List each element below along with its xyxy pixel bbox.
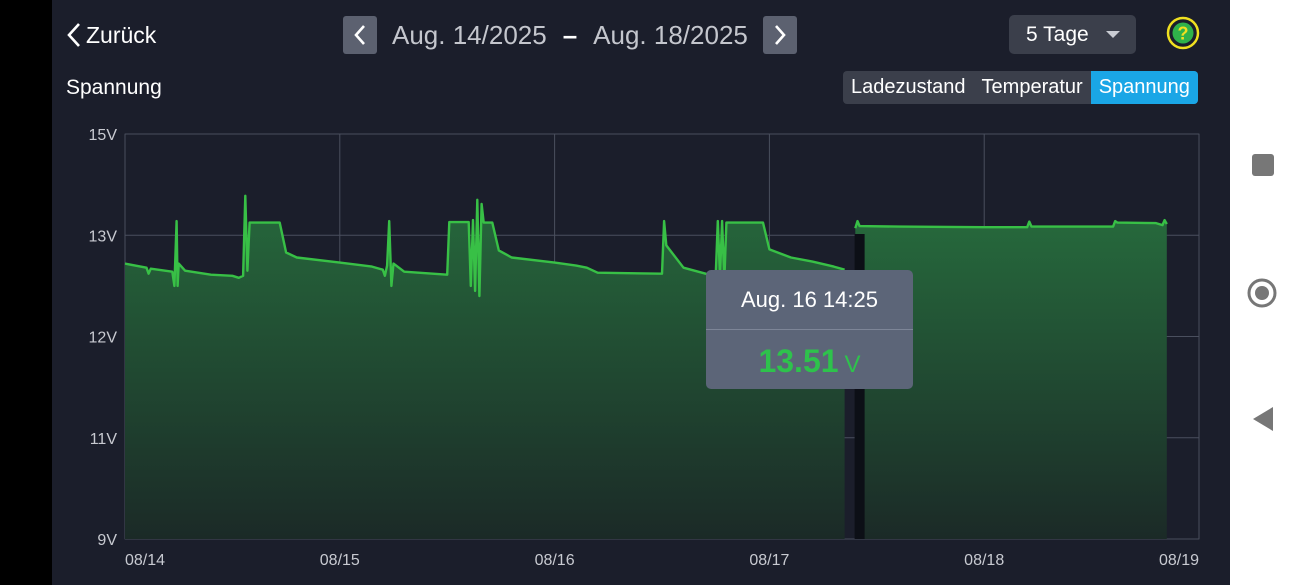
system-nav-bar [1230,0,1300,585]
y-tick-label: 11V [90,431,118,448]
x-tick-label: 08/18 [964,552,1004,569]
recents-icon[interactable] [1251,153,1275,177]
x-tick-label: 08/14 [125,552,165,569]
help-button[interactable]: ? [1166,16,1200,55]
next-period-button[interactable] [762,16,797,54]
tooltip-unit: V [844,351,861,378]
back-label: Zurück [86,21,157,48]
y-tick-label: 12V [89,330,118,347]
prev-period-button[interactable] [343,16,377,54]
chart-tooltip: Aug. 16 14:25 13.51 V [706,270,913,389]
series-line-segment [124,194,845,298]
chart-title: Spannung [66,76,162,99]
chevron-left-icon [354,25,365,45]
x-tick-label: 08/19 [1159,552,1199,569]
series-line-segment [854,218,1168,229]
help-glyph: ? [1178,24,1189,44]
date-range-bar: Aug. 14/2025 – Aug. 18/2025 [343,16,797,54]
period-dropdown[interactable]: 5 Tage [1009,15,1136,54]
x-tick-label: 08/17 [749,552,789,569]
period-dropdown-value: 5 Tage [1026,22,1089,46]
back-button[interactable]: Zurück [66,18,156,52]
back-nav-icon[interactable] [1251,405,1275,433]
app-screen: Zurück Aug. 14/2025 – Aug. 18/2025 5 Tag… [52,0,1230,585]
tooltip-value: 13.51 [758,343,839,379]
tab-temperatur[interactable]: Temperatur [981,76,1083,98]
x-tick-label: 08/15 [320,552,360,569]
chevron-left-icon [67,23,80,47]
y-tick-label: 13V [89,228,118,245]
home-icon[interactable] [1247,278,1277,308]
y-tick-label: 15V [89,127,118,144]
metric-tabs: Ladezustand Temperatur Spannung [843,71,1198,104]
tab-ladezustand[interactable]: Ladezustand [851,76,966,98]
tooltip-value-row: 13.51 V [706,330,913,380]
caret-down-icon [1106,31,1120,38]
chevron-right-icon [774,25,786,45]
series-area-segment [125,195,845,540]
tooltip-time: Aug. 16 14:25 [706,270,913,330]
date-start: Aug. 14/2025 [392,19,547,50]
series-area-segment [855,220,1167,539]
date-separator: – [562,19,578,50]
date-end: Aug. 18/2025 [593,19,748,50]
tab-spannung[interactable]: Spannung [1090,71,1198,104]
voltage-chart[interactable]: 9V 11V 12V 13V 15V 08/14 08/15 08/16 08/17 08/18… [52,0,1230,585]
help-icon: ? [1166,16,1200,50]
y-tick-label: 9V [97,532,117,549]
x-tick-label: 08/16 [535,552,575,569]
